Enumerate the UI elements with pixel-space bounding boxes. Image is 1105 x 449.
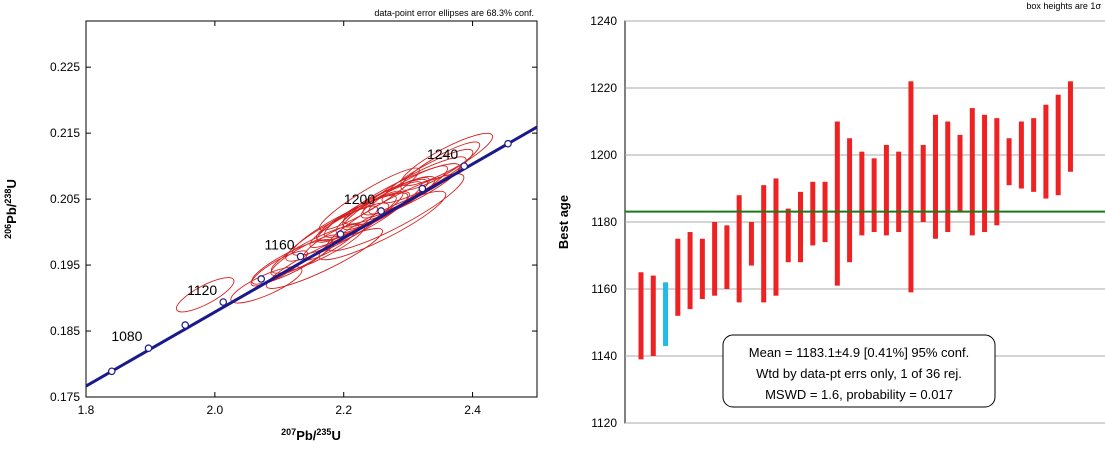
age-bar xyxy=(748,222,754,266)
age-bar xyxy=(1067,81,1073,172)
age-bar xyxy=(994,118,1000,226)
age-bar xyxy=(1031,118,1037,192)
age-bar xyxy=(945,121,951,233)
concordia-age-labels: 1080 1120 1160 1200 1240 xyxy=(111,146,458,344)
error-ellipse xyxy=(381,148,474,204)
y-tick-label: 0.195 xyxy=(50,258,80,272)
age-bar xyxy=(1043,104,1049,199)
age-bar xyxy=(761,185,767,303)
age-bar xyxy=(1006,138,1012,186)
concordia-marker xyxy=(504,139,512,148)
concordia-marker xyxy=(460,162,468,170)
error-ellipse xyxy=(265,228,383,289)
concordia-marker xyxy=(107,367,116,376)
age-bar xyxy=(969,108,975,236)
age-bar xyxy=(810,181,816,246)
concordia-marker xyxy=(181,321,190,329)
gridlines xyxy=(625,20,1105,424)
weighted-mean-panel: 1120 1140 1160 1180 1200 1220 1240 box heights… xyxy=(555,0,1105,444)
box-height-note: box heights are 1σ xyxy=(1026,1,1101,11)
y-tick-label: 1140 xyxy=(591,349,617,363)
y-tick-label: 0.205 xyxy=(50,192,80,206)
x-tick-label: 2.0 xyxy=(207,403,224,417)
x-tick-label: 2.4 xyxy=(464,403,481,417)
weighted-mean-chart: 1120 1140 1160 1180 1200 1220 1240 box heights… xyxy=(556,1,1105,430)
age-bar xyxy=(712,222,718,296)
error-ellipse xyxy=(250,250,308,287)
concordia-age-label: 1080 xyxy=(111,328,142,344)
age-bar xyxy=(871,158,877,233)
age-bar xyxy=(908,81,914,293)
age-bar xyxy=(798,191,804,263)
concordia-age-label: 1160 xyxy=(264,236,294,252)
x-axis-ticks: 1.8 2.0 2.2 2.4 xyxy=(78,21,481,417)
age-bar xyxy=(785,208,791,263)
y-tick-label: 0.215 xyxy=(50,126,80,140)
concordia-marker xyxy=(144,344,153,352)
age-bar xyxy=(920,144,926,222)
age-bar xyxy=(834,121,840,286)
y-tick-label: 1240 xyxy=(590,14,617,28)
error-ellipse xyxy=(318,190,447,261)
result-mswd: MSWD = 1.6, probability = 0.017 xyxy=(765,387,953,402)
x-axis-label: 207Pb/235U xyxy=(281,427,341,443)
error-ellipse xyxy=(175,277,235,313)
result-box: Mean = 1183.1±4.9 [0.41%] 95% conf. Wtd … xyxy=(722,334,996,408)
y-axis-ticks: 1120 1140 1160 1180 1200 1220 1240 xyxy=(590,14,617,430)
age-bar xyxy=(638,272,644,360)
age-bar xyxy=(687,232,693,310)
age-bar xyxy=(1018,121,1024,189)
ellipse-note: data-point error ellipses are 68.3% conf… xyxy=(374,8,534,18)
age-bar xyxy=(1055,94,1061,196)
y-axis-label: Best age xyxy=(556,195,571,249)
result-box-frame xyxy=(722,334,996,408)
y-axis-ticks: 0.175 0.185 0.195 0.205 0.215 0.225 xyxy=(50,60,537,404)
age-bar xyxy=(699,238,705,300)
plot-frame xyxy=(85,20,538,398)
x-tick-label: 2.2 xyxy=(335,403,352,417)
y-tick-label: 1180 xyxy=(591,215,617,229)
age-bar xyxy=(675,238,681,316)
age-bar xyxy=(883,144,889,236)
y-tick-label: 1220 xyxy=(590,81,617,95)
y-tick-label: 1200 xyxy=(590,148,617,162)
result-weighting: Wtd by data-pt errs only, 1 of 36 rej. xyxy=(756,366,962,381)
age-bar xyxy=(896,151,902,233)
y-tick-label: 1160 xyxy=(591,282,617,296)
age-bars xyxy=(638,81,1073,360)
concordia-age-label: 1240 xyxy=(427,146,458,162)
concordia-curve xyxy=(85,125,538,388)
concordia-marker xyxy=(257,275,266,283)
age-bar xyxy=(724,225,730,289)
y-tick-label: 0.225 xyxy=(50,60,80,74)
y-tick-label: 0.185 xyxy=(50,324,80,338)
age-bar xyxy=(847,138,853,263)
age-bar xyxy=(650,275,656,356)
age-bar xyxy=(957,134,963,212)
age-bar xyxy=(773,178,779,296)
error-ellipse xyxy=(400,132,494,187)
concordia-age-markers xyxy=(107,139,512,376)
error-ellipses xyxy=(175,132,494,313)
y-axis-label: 206Pb/238U xyxy=(3,179,19,239)
concordia-age-label: 1120 xyxy=(187,282,217,298)
error-ellipse xyxy=(400,141,481,191)
concordia-marker xyxy=(336,230,345,238)
result-mean: Mean = 1183.1±4.9 [0.41%] 95% conf. xyxy=(749,345,969,360)
y-tick-label: 1120 xyxy=(591,416,617,430)
age-bar xyxy=(736,195,742,303)
concordia-age-label: 1200 xyxy=(344,191,375,207)
concordia-marker xyxy=(377,207,385,215)
x-tick-label: 1.8 xyxy=(78,403,95,417)
age-bar xyxy=(982,114,988,233)
y-tick-label: 0.175 xyxy=(50,390,80,404)
age-bar xyxy=(932,114,938,239)
concordia-marker xyxy=(296,252,305,261)
concordia-panel: 1080 1120 1160 1200 1240 1.8 2.0 2.2 2.4 0.175 0… xyxy=(0,0,545,444)
concordia-marker xyxy=(219,298,228,306)
concordia-marker xyxy=(418,184,427,193)
rejected-age-bar xyxy=(663,282,669,346)
age-bar xyxy=(859,151,865,236)
